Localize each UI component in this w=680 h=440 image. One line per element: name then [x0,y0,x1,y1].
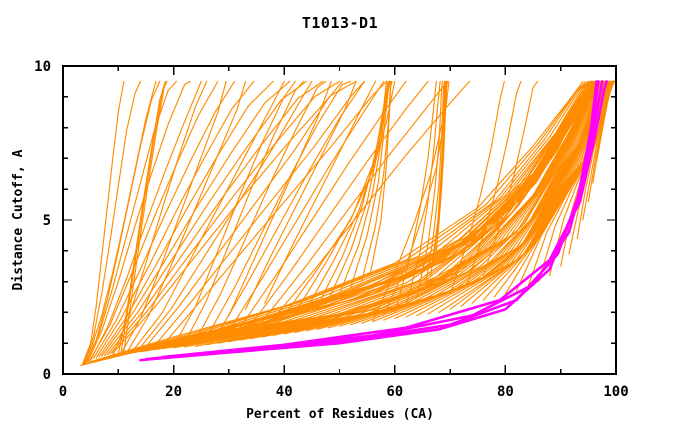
model-curve [98,80,591,360]
model-curve [92,80,236,360]
model-curve [184,80,305,344]
y-tick-label: 10 [34,59,51,75]
y-tick-label: 0 [43,367,51,383]
x-tick-label: 100 [603,384,628,400]
model-curve [349,80,391,289]
model-curve [142,80,343,351]
model-curve [86,80,595,365]
model-curve [126,80,247,354]
model-curve [250,80,429,326]
model-curve [137,80,313,352]
model-curve [466,80,522,286]
model-curve [120,80,168,354]
model-curve [482,80,539,277]
model-curve [90,80,202,361]
model-curve [131,80,285,353]
model-curve [123,80,166,354]
axis-tick-labels: 0 20 40 60 80 100 0 5 10 [34,59,629,400]
model-curve [85,80,177,363]
x-tick-label: 80 [497,384,514,400]
highlight-curve [161,80,608,359]
model-curve [134,80,602,354]
model-curve [90,80,584,363]
model-curve [244,80,357,310]
model-curve [383,80,450,317]
model-curve [369,80,392,277]
x-tick-label: 40 [276,384,293,400]
model-curve [109,80,341,355]
model-curve [239,80,407,329]
model-curve [95,80,589,361]
model-curve [264,80,377,304]
model-curve [117,80,166,355]
model-curve [96,80,600,362]
model-curve [83,80,141,365]
model-curve [101,80,291,357]
model-curve [92,80,587,362]
page-title: T1013-D1 [301,14,379,32]
model-curve [82,80,157,366]
x-tick-label: 0 [59,384,67,400]
model-curve [95,80,255,359]
model-curve [120,80,227,355]
x-tick-label: 20 [165,384,182,400]
axis-ticks [62,65,617,375]
model-curve [159,80,388,350]
model-curve [424,80,446,289]
model-curve [98,80,274,358]
x-tick-label: 60 [386,384,403,400]
model-curve [103,80,307,357]
model-curve [316,80,388,307]
model-curve [88,80,219,362]
model-curve [81,80,125,366]
model-curve [228,80,332,317]
model-curve [372,80,448,323]
model-curve [338,80,390,295]
model-curve [272,80,471,320]
x-axis-label: Percent of Residues (CA) [246,407,434,422]
y-axis-label: Distance Cutoff, A [11,149,26,290]
model-curve [449,80,505,295]
y-tick-label: 5 [43,213,51,229]
model-curve [283,80,396,317]
curves-layer [80,80,616,366]
model-curve [604,80,616,110]
